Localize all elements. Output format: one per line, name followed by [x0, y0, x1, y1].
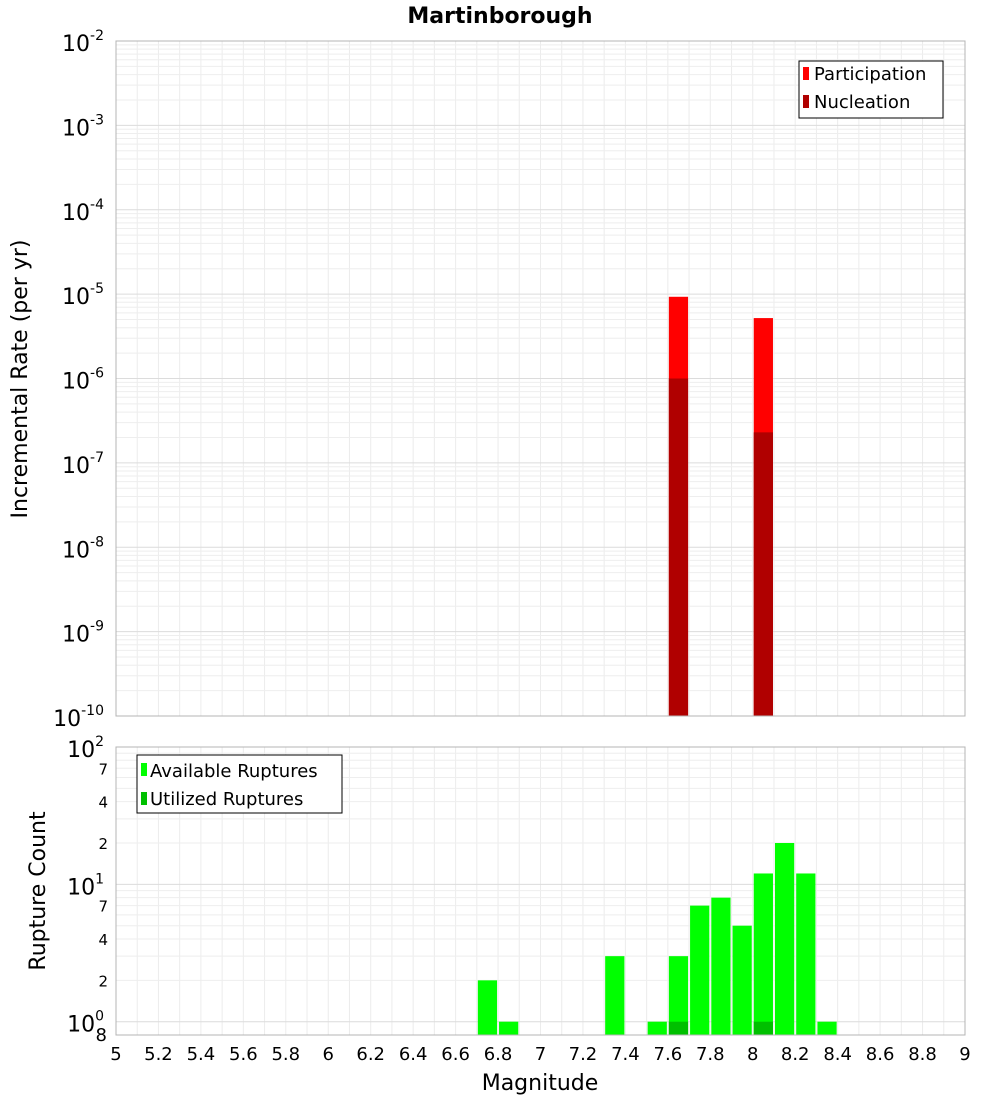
x-tick-label: 7.8	[696, 1044, 725, 1065]
legend-swatch-nucleation	[803, 95, 809, 108]
bar-available-ruptures	[668, 956, 689, 1035]
rate-y-tick-label: 10-10	[53, 703, 104, 732]
legend-swatch-utilized	[141, 792, 147, 805]
x-tick-label: 8.2	[781, 1044, 810, 1065]
legend-swatch-available	[141, 763, 147, 776]
bar-available-ruptures	[732, 925, 752, 1035]
x-tick-labels: 5 5.2 5.4 5.6 5.8 6 6.2 6.4 6.6 6.8 7 7.2 7.4 7.6 7.8 8…	[110, 1044, 970, 1065]
bar-available-ruptures	[796, 873, 816, 1035]
legend-label-nucleation: Nucleation	[814, 92, 910, 113]
bar-available-ruptures	[477, 980, 498, 1035]
x-tick-label: 7.6	[654, 1044, 683, 1065]
count-y-minor-tick-label: 2	[98, 835, 108, 853]
count-legend-box	[136, 754, 343, 814]
rate-y-tick-label: 10-7	[62, 450, 104, 479]
x-tick-label: 5	[110, 1044, 121, 1065]
x-tick-label: 5.4	[187, 1044, 216, 1065]
x-tick-label: 5.2	[144, 1044, 173, 1065]
count-y-tick-label: 101	[67, 871, 104, 900]
bar-available-ruptures	[753, 873, 773, 1035]
x-axis-title: Magnitude	[482, 1071, 599, 1096]
count-bars	[477, 843, 837, 1035]
bar-nucleation	[668, 378, 689, 716]
rate-bars	[668, 296, 773, 716]
legend-label-utilized: Utilized Ruptures	[150, 789, 303, 810]
rate-y-tick-label: 10-4	[62, 197, 104, 226]
rate-y-tick-labels: 10-2 10-3 10-4 10-5 10-6 10-7 10-8 10-9 10-10	[53, 28, 104, 732]
rate-legend: Participation Nucleation	[798, 60, 944, 119]
rate-y-tick-label: 10-2	[62, 28, 104, 57]
legend-label-available: Available Ruptures	[150, 761, 318, 782]
rate-grid	[115, 41, 966, 717]
rate-y-tick-label: 10-8	[62, 534, 104, 563]
rate-y-axis-title: Incremental Rate (per yr)	[8, 240, 33, 519]
rate-plot-frame	[115, 40, 966, 717]
x-tick-label: 8.8	[908, 1044, 937, 1065]
x-tick-label: 5.6	[229, 1044, 258, 1065]
bar-available-ruptures	[817, 1021, 837, 1035]
rate-y-tick-label: 10-9	[62, 619, 104, 648]
legend-swatch-participation	[803, 67, 809, 80]
x-tick-label: 8.4	[823, 1044, 852, 1065]
bar-available-ruptures	[499, 1021, 519, 1035]
bar-utilized-ruptures	[753, 1021, 773, 1035]
x-tick-label: 7.2	[569, 1044, 598, 1065]
bar-available-ruptures	[647, 1021, 667, 1035]
rate-y-tick-label: 10-3	[62, 112, 104, 141]
bar-available-ruptures	[690, 905, 710, 1035]
rate-y-tick-label: 10-5	[62, 281, 104, 310]
x-tick-label: 6.8	[484, 1044, 513, 1065]
rate-legend-box	[798, 60, 944, 119]
count-y-minor-tick-label: 7	[98, 760, 108, 778]
count-y-minor-tick-label: 7	[98, 898, 108, 916]
x-tick-label: 6.2	[356, 1044, 385, 1065]
count-legend: Available Ruptures Utilized Ruptures	[136, 754, 343, 814]
x-tick-label: 6.4	[399, 1044, 428, 1065]
bar-available-ruptures	[711, 897, 731, 1035]
x-tick-label: 8	[747, 1044, 758, 1065]
x-tick-label: 7	[535, 1044, 546, 1065]
x-tick-label: 6.6	[441, 1044, 470, 1065]
x-tick-label: 8.6	[866, 1044, 895, 1065]
bar-utilized-ruptures	[668, 1021, 689, 1035]
count-panel: 102 101 100 7 4 2 7 4 2 8 5 5.2 5.4 5.6 5.8 6 6.2 6.4 6.6…	[26, 734, 971, 1096]
rate-y-tick-label: 10-6	[62, 366, 104, 395]
count-y-axis-title: Rupture Count	[26, 811, 51, 971]
chart-title: Martinborough	[407, 4, 592, 29]
count-y-tick-labels: 102 101 100 7 4 2 7 4 2 8	[67, 734, 108, 1046]
count-y-minor-tick-label: 4	[98, 794, 108, 812]
bar-available-ruptures	[605, 956, 625, 1035]
bar-available-ruptures	[774, 843, 795, 1035]
count-y-minor-tick-label: 2	[98, 972, 108, 990]
count-y-tick-label: 102	[67, 734, 104, 763]
count-y-minor-tick-label: 8	[96, 1025, 107, 1046]
legend-label-participation: Participation	[814, 64, 926, 85]
count-y-minor-tick-label: 4	[98, 931, 108, 949]
x-tick-label: 9	[959, 1044, 970, 1065]
rate-panel: 10-2 10-3 10-4 10-5 10-6 10-7 10-8 10-9 10-10 In…	[8, 28, 966, 732]
bar-nucleation	[753, 432, 773, 716]
count-plot-frame	[115, 746, 966, 1036]
x-tick-label: 5.8	[271, 1044, 300, 1065]
count-y-tick-label: 100	[67, 1009, 104, 1038]
x-tick-label: 6	[323, 1044, 334, 1065]
x-tick-label: 7.4	[611, 1044, 640, 1065]
